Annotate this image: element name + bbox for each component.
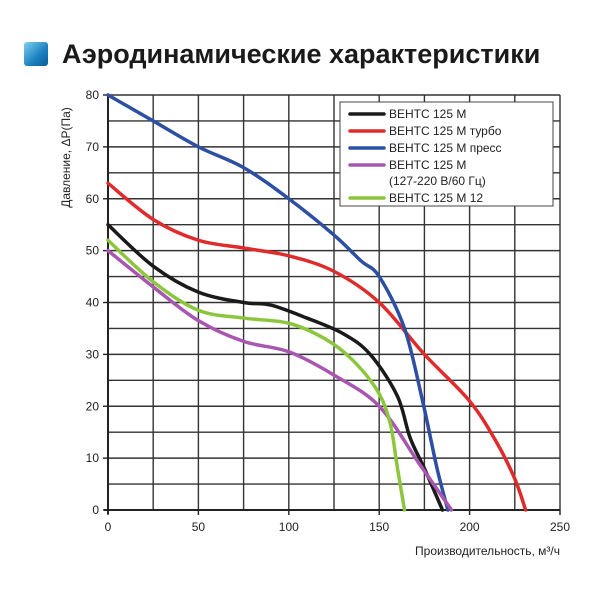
y-tick-label: 80 (86, 88, 100, 102)
legend-item: ВЕНТС 125 М турбо (348, 124, 502, 138)
legend-item: ВЕНТС 125 М 12 (348, 191, 483, 205)
chart-title: Аэродинамические характеристики (62, 39, 541, 69)
x-tick-label: 200 (460, 520, 480, 534)
legend-label-line2: (127-220 В/60 Гц) (389, 174, 486, 188)
y-tick-label: 70 (86, 140, 100, 154)
series-line-4 (106, 248, 454, 512)
legend-item: ВЕНТС 125 М (127-220 В/60 Гц) (348, 158, 486, 188)
legend-label: ВЕНТС 125 М (389, 158, 466, 172)
legend-item: ВЕНТС 125 М пресс (348, 141, 502, 155)
y-tick-label: 0 (92, 503, 99, 517)
y-tick-label: 50 (86, 244, 100, 258)
legend-box (339, 101, 554, 207)
series-line-2 (106, 181, 528, 512)
x-tick-label: 50 (192, 520, 206, 534)
y-tick-label: 30 (86, 347, 100, 361)
x-tick-label: 0 (105, 520, 112, 534)
y-axis-label: Давление, ΔP(Па) (59, 107, 73, 208)
series-line-1 (106, 222, 445, 512)
series-line-3 (106, 93, 450, 512)
x-tick-label: 100 (279, 520, 299, 534)
legend: ВЕНТС 125 М ВЕНТС 125 М турбо ВЕНТС 125 М … (339, 101, 554, 207)
blue-square-icon (24, 42, 48, 66)
y-tick-label: 10 (86, 451, 100, 465)
series-line-5 (106, 238, 407, 512)
x-axis-label: Производительность, м³/ч (415, 544, 560, 558)
legend-label: ВЕНТС 125 М пресс (389, 141, 502, 155)
y-tick-label: 60 (86, 192, 100, 206)
legend-label: ВЕНТС 125 М турбо (389, 124, 502, 138)
legend-label: ВЕНТС 125 М 12 (389, 191, 483, 205)
chart-title-block: Аэродинамические характеристики (24, 38, 540, 70)
x-tick-label: 150 (369, 520, 389, 534)
legend-item: ВЕНТС 125 М (348, 107, 466, 121)
y-tick-label: 40 (86, 296, 100, 310)
legend-label: ВЕНТС 125 М (389, 107, 466, 121)
x-tick-label: 250 (550, 520, 570, 534)
y-tick-label: 20 (86, 399, 100, 413)
